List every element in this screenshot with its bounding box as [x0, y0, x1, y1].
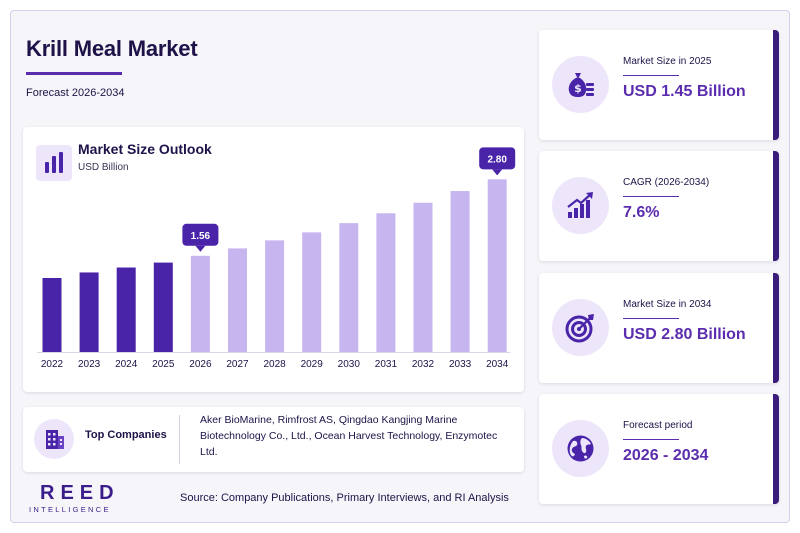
x-tick-label: 2028: [263, 359, 286, 370]
stat-label: Market Size in 2025: [623, 56, 712, 67]
stat-card-forecast-period: Forecast period 2026 - 2034: [539, 394, 779, 504]
svg-text:1.56: 1.56: [191, 231, 211, 242]
brand-logo: REED: [40, 482, 120, 504]
bar-2027: [228, 248, 247, 352]
chart-card: 2022 2023 2024 2025 2026 2027 2028 2029 2030 2031…: [23, 127, 524, 392]
x-tick-label: 2026: [189, 359, 212, 370]
stat-value: 2026 - 2034: [623, 447, 709, 464]
stat-label: Market Size in 2034: [623, 299, 712, 310]
stat-card-market-2025: $ Market Size in 2025 USD 1.45 Billion: [539, 30, 779, 140]
bar-2030: [339, 223, 359, 352]
bar-2025: [153, 262, 173, 352]
top-companies-card: Top Companies Aker BioMarine, Rimfrost A…: [23, 407, 524, 472]
globe-icon: [552, 420, 609, 477]
x-tick-label: 2025: [152, 359, 175, 370]
page-subtitle: Forecast 2026-2034: [26, 87, 125, 99]
stat-card-market-2034: Market Size in 2034 USD 2.80 Billion: [539, 273, 779, 383]
bar-2032: [413, 202, 433, 352]
title-underline: [26, 72, 122, 75]
top-companies-label: Top Companies: [85, 429, 167, 441]
x-tick-label: 2023: [78, 359, 101, 370]
stat-rule: [623, 196, 679, 197]
money-bag-icon: $: [552, 56, 609, 113]
stat-card-cagr: CAGR (2026-2034) 7.6%: [539, 151, 779, 261]
stat-rule: [623, 439, 679, 440]
bar-2024: [116, 267, 136, 352]
bar-2031: [376, 213, 396, 352]
stat-label: CAGR (2026-2034): [623, 177, 710, 188]
stat-rule: [623, 318, 679, 319]
companies-list: Aker BioMarine, Rimfrost AS, Qingdao Kan…: [200, 414, 498, 458]
stat-value: USD 1.45 Billion: [623, 83, 746, 100]
bar-2028: [265, 240, 285, 352]
x-tick-label: 2032: [412, 359, 435, 370]
bar-2023: [79, 272, 99, 352]
x-tick-label: 2029: [301, 359, 324, 370]
growth-chart-icon: [552, 177, 609, 234]
stat-label: Forecast period: [623, 420, 693, 431]
svg-text:$: $: [574, 82, 582, 95]
x-tick-label: 2024: [115, 359, 138, 370]
svg-text:2.80: 2.80: [487, 154, 507, 165]
chart-title: Market Size Outlook: [78, 141, 212, 157]
page-title: Krill Meal Market: [26, 36, 198, 61]
x-tick-label: 2034: [486, 359, 509, 370]
building-icon: [34, 419, 74, 459]
x-tick-label: 2022: [41, 359, 64, 370]
brand-logo-subtitle: INTELLIGENCE: [29, 505, 111, 514]
bar-2033: [450, 191, 470, 352]
bar-chart-icon: [36, 145, 72, 181]
bar-2022: [42, 278, 62, 352]
bar-2026: [190, 255, 210, 352]
stat-value: USD 2.80 Billion: [623, 326, 746, 343]
source-note: Source: Company Publications, Primary In…: [180, 492, 509, 504]
data-label-2034: 2.80: [479, 147, 516, 176]
x-tick-label: 2027: [226, 359, 249, 370]
bar-2029: [302, 232, 322, 352]
x-tick-label: 2031: [375, 359, 398, 370]
bar-2034: [487, 179, 507, 352]
target-icon: [552, 299, 609, 356]
stat-rule: [623, 75, 679, 76]
stat-value: 7.6%: [623, 204, 660, 221]
divider: [179, 415, 180, 464]
x-tick-label: 2033: [449, 359, 472, 370]
bar-chart: 2022 2023 2024 2025 2026 2027 2028 2029 2030 2031…: [37, 147, 516, 370]
data-label-2026: 1.56: [182, 223, 219, 252]
x-tick-label: 2030: [338, 359, 361, 370]
chart-unit: USD Billion: [78, 162, 129, 173]
